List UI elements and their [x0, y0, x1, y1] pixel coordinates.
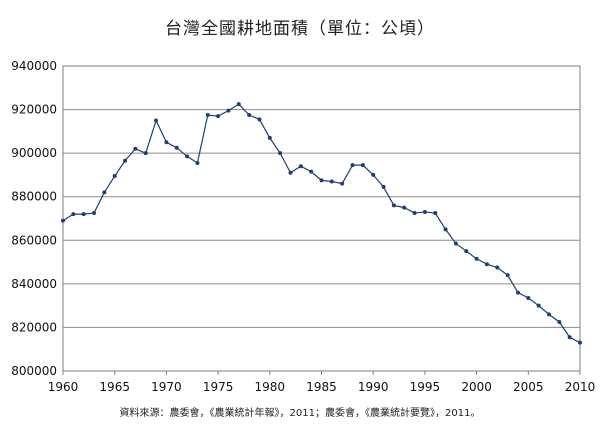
x-axis-tick-labels: 1960 1965 1970 1975 1980 1985 1990 1995 2000 2005…: [48, 371, 596, 394]
data-point: [61, 218, 65, 223]
data-point: [81, 212, 86, 217]
y-tick-label: 800000: [11, 364, 57, 378]
x-tick-label: 1975: [203, 380, 234, 394]
gridlines: [63, 109, 580, 328]
y-tick-label: 920000: [11, 103, 57, 117]
data-point: [236, 102, 241, 107]
y-tick-label: 900000: [11, 146, 57, 160]
data-point: [319, 178, 324, 183]
data-point: [143, 151, 148, 156]
data-point: [123, 158, 128, 163]
data-point: [433, 211, 438, 216]
data-point: [298, 164, 303, 169]
data-point: [216, 114, 221, 119]
data-point: [102, 190, 107, 195]
data-point: [350, 163, 355, 168]
data-point: [536, 303, 541, 308]
data-point: [484, 262, 489, 267]
data-point: [557, 319, 562, 324]
data-point: [474, 256, 479, 261]
data-point: [453, 241, 458, 246]
y-axis-tick-labels: 800000 820000 840000 860000 880000 900000 9200…: [11, 59, 57, 378]
data-point: [267, 135, 272, 140]
y-tick-label: 940000: [11, 59, 57, 73]
data-point: [412, 211, 417, 216]
data-point: [174, 145, 179, 150]
data-point: [329, 179, 334, 184]
data-point: [154, 118, 159, 123]
data-point: [464, 249, 469, 254]
plot-area: [62, 65, 581, 372]
source-note: 資料來源：農委會，《農業統計年報》，2011；農委會，《農業統計要覽》，2011…: [119, 408, 481, 419]
data-point: [226, 108, 231, 113]
data-point: [391, 203, 396, 208]
y-tick-label: 880000: [11, 190, 57, 204]
data-point: [247, 113, 252, 118]
data-point: [340, 181, 345, 186]
data-point: [505, 273, 510, 278]
y-tick-label: 820000: [11, 320, 57, 334]
data-point: [71, 212, 76, 217]
x-tick-label: 1965: [99, 380, 130, 394]
data-point: [360, 163, 365, 168]
data-point: [309, 169, 314, 174]
data-point: [92, 211, 97, 216]
data-point: [381, 184, 386, 189]
data-point: [371, 172, 376, 177]
data-point: [195, 160, 200, 165]
data-point: [422, 209, 427, 214]
data-point: [567, 335, 572, 340]
data-point: [205, 113, 210, 118]
y-tick-label: 840000: [11, 277, 57, 291]
x-tick-label: 2010: [565, 380, 596, 394]
data-point: [402, 205, 407, 210]
data-point: [278, 151, 283, 156]
x-tick-label: 1970: [151, 380, 182, 394]
x-tick-label: 2000: [461, 380, 492, 394]
x-tick-label: 1960: [48, 380, 79, 394]
data-point: [578, 340, 582, 345]
data-point: [133, 146, 138, 151]
x-tick-label: 1985: [306, 380, 337, 394]
data-point: [546, 312, 551, 317]
data-point: [164, 140, 169, 145]
data-point: [112, 174, 117, 179]
chart-title: 台灣全國耕地面積（單位：公頃）: [165, 19, 435, 39]
x-tick-label: 2005: [513, 380, 544, 394]
series-cultivated-area: [61, 102, 582, 345]
y-tick-label: 860000: [11, 233, 57, 247]
x-tick-label: 1990: [358, 380, 389, 394]
data-point: [257, 117, 262, 122]
x-tick-label: 1995: [410, 380, 441, 394]
data-point: [443, 227, 448, 232]
x-tick-label: 1980: [255, 380, 286, 394]
data-point: [495, 265, 500, 270]
data-point: [515, 290, 520, 295]
data-point: [526, 296, 531, 301]
data-point: [185, 154, 190, 159]
data-point: [288, 170, 293, 175]
